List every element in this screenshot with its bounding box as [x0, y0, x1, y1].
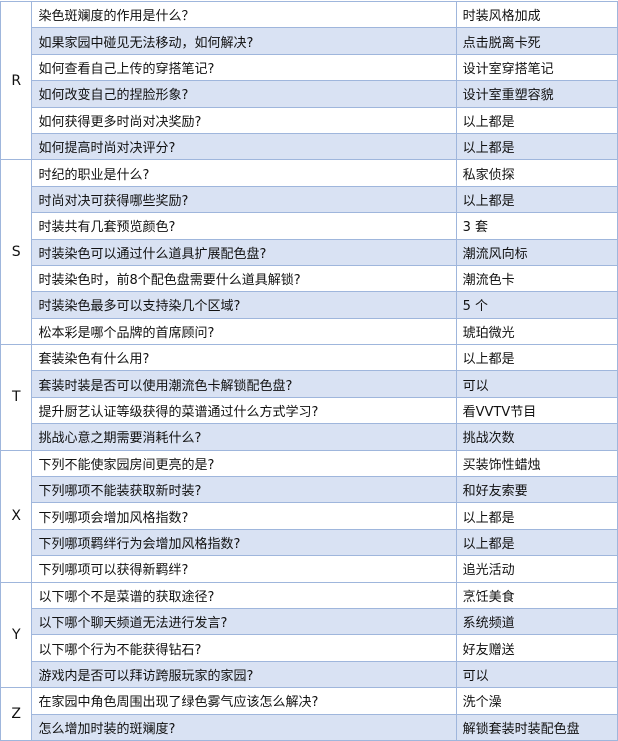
table-row: 时装共有几套预览颜色? 3 套 — [1, 212, 618, 240]
answer-cell: 以上都是 — [455, 344, 618, 372]
table-row: 如何改变自己的捏脸形象? 设计室重塑容貌 — [1, 80, 618, 108]
table-row: 如何获得更多时尚对决奖励? 以上都是 — [1, 106, 618, 134]
table-row: 时装染色时，前8个配色盘需要什么道具解锁? 潮流色卡 — [1, 264, 618, 293]
question-cell: 挑战心意之期需要消耗什么? — [31, 423, 457, 451]
table-row: 如何提高时尚对决评分? 以上都是 — [1, 132, 618, 161]
question-cell: 套装染色有什么用? — [31, 344, 457, 372]
answer-cell: 可以 — [455, 370, 618, 398]
table-row: 以下哪个行为不能获得钻石? 好友赠送 — [1, 634, 618, 662]
table-row: R 染色斑斓度的作用是什么？ 时装风格加成 — [0, 0, 618, 161]
question-cell: 时纪的职业是什么? — [31, 159, 457, 187]
question-cell: 套装时装是否可以使用潮流色卡解锁配色盘? — [31, 370, 457, 398]
table-row: 如果家园中碰见无法移动，如何解决? 点击脱离卡死 — [1, 27, 618, 55]
table-row: 下列哪项羁绊行为会增加风格指数? 以上都是 — [1, 528, 618, 557]
table-row: 下列哪项不能装获取新时装? 和好友索要 — [1, 476, 618, 504]
answer-cell: 洗个澡 — [455, 687, 618, 715]
table-row: 下列哪项会增加风格指数? 以上都是 — [1, 502, 618, 530]
answer-cell: 系统频道 — [455, 607, 618, 636]
table-row: 怎么增加时装的斑斓度? 解锁套装时装配色盘 — [1, 713, 618, 741]
table-row: 以下哪个聊天频道无法进行发言? 系统频道 — [1, 607, 618, 636]
question-cell: 以下哪个行为不能获得钻石? — [31, 634, 457, 662]
table-row: 游戏内是否可以拜访跨服玩家的家园? 可以 — [1, 660, 618, 689]
table-row: Z 在家园中角色周围出现了绿色雾气应该怎么解决? 洗个澡 — [0, 687, 618, 741]
table-row: 挑战心意之期需要消耗什么? 挑战次数 — [1, 423, 618, 451]
answer-cell: 以上都是 — [455, 106, 618, 134]
answer-cell: 好友赠送 — [455, 634, 618, 662]
question-cell: 时装染色最多可以支持染几个区域? — [31, 291, 457, 319]
question-cell: 如何查看自己上传的穿搭笔记? — [31, 53, 457, 82]
answer-cell: 烹饪美食 — [455, 581, 618, 609]
table-row: Y 以下哪个不是菜谱的获取途径? 烹饪美食 — [0, 581, 618, 689]
answer-cell: 追光活动 — [455, 555, 618, 583]
table-row: 套装时装是否可以使用潮流色卡解锁配色盘? 可以 — [1, 370, 618, 398]
question-cell: 染色斑斓度的作用是什么？ — [31, 0, 457, 29]
answer-cell: 可以 — [455, 660, 618, 689]
group-letter: R — [0, 0, 33, 161]
answer-cell: 时装风格加成 — [455, 0, 618, 29]
table-row: T 套装染色有什么用? 以上都是 — [0, 344, 618, 451]
answer-cell: 点击脱离卡死 — [455, 27, 618, 55]
question-cell: 松本彩是哪个品牌的首席顾问? — [31, 317, 457, 346]
table-row: X 下列不能使家园房间更亮的是? 买装饰性蜡烛 — [0, 449, 618, 583]
question-cell: 下列哪项羁绊行为会增加风格指数? — [31, 528, 457, 557]
question-cell: 以下哪个不是菜谱的获取途径? — [31, 581, 457, 609]
answer-cell: 3 套 — [455, 212, 618, 240]
answer-cell: 琥珀微光 — [455, 317, 618, 346]
question-cell: 提升厨艺认证等级获得的菜谱通过什么方式学习? — [31, 396, 457, 425]
question-cell: 时装共有几套预览颜色? — [31, 212, 457, 240]
table-row: 时装染色最多可以支持染几个区域? 5 个 — [1, 291, 618, 319]
group-letter: T — [0, 344, 33, 451]
question-cell: 如何获得更多时尚对决奖励? — [31, 106, 457, 134]
answer-cell: 5 个 — [455, 291, 618, 319]
question-cell: 在家园中角色周围出现了绿色雾气应该怎么解决? — [31, 687, 457, 715]
answer-cell: 设计室重塑容貌 — [455, 80, 618, 108]
question-cell: 下列不能使家园房间更亮的是? — [31, 449, 457, 478]
question-cell: 怎么增加时装的斑斓度? — [31, 713, 457, 741]
table-row: 时尚对决可获得哪些奖励? 以上都是 — [1, 185, 618, 214]
table-row: S 时纪的职业是什么? 私家侦探 — [0, 159, 618, 346]
group-letter: Z — [0, 687, 33, 741]
answer-cell: 以上都是 — [455, 502, 618, 530]
answer-cell: 以上都是 — [455, 185, 618, 214]
question-cell: 如何提高时尚对决评分? — [31, 132, 457, 161]
question-cell: 下列哪项可以获得新羁绊? — [31, 555, 457, 583]
table-row: 松本彩是哪个品牌的首席顾问? 琥珀微光 — [1, 317, 618, 346]
question-cell: 下列哪项不能装获取新时装? — [31, 476, 457, 504]
group-letter: S — [0, 159, 33, 346]
question-cell: 时尚对决可获得哪些奖励? — [31, 185, 457, 214]
table-row: 如何查看自己上传的穿搭笔记? 设计室穿搭笔记 — [1, 53, 618, 82]
question-cell: 游戏内是否可以拜访跨服玩家的家园? — [31, 660, 457, 689]
answer-cell: 以上都是 — [455, 132, 618, 161]
answer-cell: 挑战次数 — [455, 423, 618, 451]
table-row: 提升厨艺认证等级获得的菜谱通过什么方式学习? 看VVTV节目 — [1, 396, 618, 425]
answer-cell: 私家侦探 — [455, 159, 618, 187]
question-cell: 时装染色可以通过什么道具扩展配色盘? — [31, 238, 457, 266]
answer-cell: 潮流风向标 — [455, 238, 618, 266]
answer-cell: 解锁套装时装配色盘 — [455, 713, 618, 741]
answer-cell: 设计室穿搭笔记 — [455, 53, 618, 82]
question-cell: 如果家园中碰见无法移动，如何解决? — [31, 27, 457, 55]
answer-cell: 和好友索要 — [455, 476, 618, 504]
answer-cell: 买装饰性蜡烛 — [455, 449, 618, 478]
question-cell: 如何改变自己的捏脸形象? — [31, 80, 457, 108]
answer-cell: 以上都是 — [455, 528, 618, 557]
group-letter: X — [0, 449, 33, 583]
question-cell: 时装染色时，前8个配色盘需要什么道具解锁? — [31, 264, 457, 293]
table-row: 下列哪项可以获得新羁绊? 追光活动 — [1, 555, 618, 583]
question-cell: 以下哪个聊天频道无法进行发言? — [31, 607, 457, 636]
answer-cell: 潮流色卡 — [455, 264, 618, 293]
answer-cell: 看VVTV节目 — [455, 396, 618, 425]
question-cell: 下列哪项会增加风格指数? — [31, 502, 457, 530]
group-letter: Y — [0, 581, 33, 689]
table-row: 时装染色可以通过什么道具扩展配色盘? 潮流风向标 — [1, 238, 618, 266]
